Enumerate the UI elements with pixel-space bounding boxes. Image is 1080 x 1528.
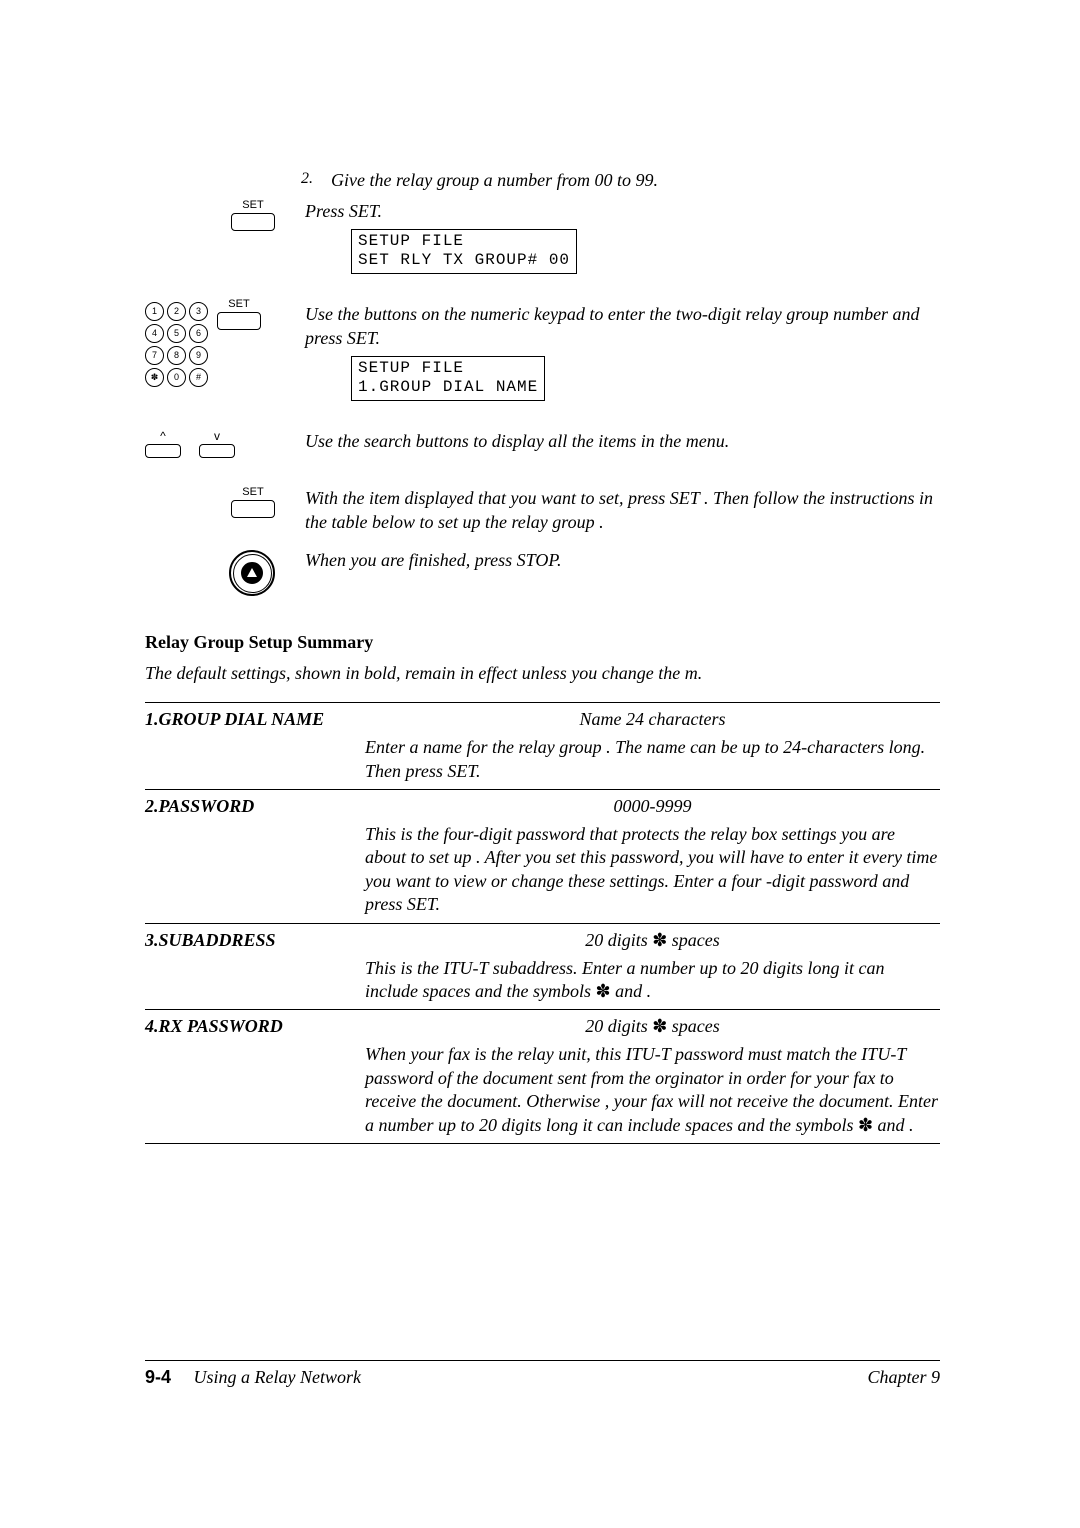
setup-table: 1.GROUP DIAL NAME Name 24 characters Ent… xyxy=(145,702,940,1144)
button-shape xyxy=(217,312,261,330)
row-stop: When you are finished, press STOP. xyxy=(145,548,940,596)
row-press-set: SET Press SET. SETUP FILE SET RLY TX GRO… xyxy=(145,199,940,288)
keypad-key: 2 xyxy=(167,302,186,321)
table-row: 1.GROUP DIAL NAME Name 24 characters Ent… xyxy=(145,702,940,789)
row-desc: This is the ITU-T subaddress. Enter a nu… xyxy=(365,957,940,1004)
row-keypad: 1 2 3 4 5 6 7 8 9 ✽ 0 # SET Use the butt… xyxy=(145,302,940,415)
down-label: v xyxy=(199,429,235,443)
keypad-key: 9 xyxy=(189,346,208,365)
row-label: 2.PASSWORD xyxy=(145,796,365,917)
button-shape xyxy=(231,213,275,231)
lcd-line: SETUP FILE xyxy=(358,232,570,251)
step-text: Give the relay group a number from 00 to… xyxy=(331,170,658,191)
lcd-line: SET RLY TX GROUP# 00 xyxy=(358,251,570,270)
row-header: Name 24 characters xyxy=(365,709,940,730)
keypad-key: 0 xyxy=(167,368,186,387)
press-set-text: Press SET. xyxy=(305,199,940,223)
summary-heading: Relay Group Setup Summary xyxy=(145,632,940,653)
keypad-key: ✽ xyxy=(145,368,164,387)
table-row: 2.PASSWORD 0000-9999 This is the four-di… xyxy=(145,789,940,923)
default-note: The default settings, shown in bold, rem… xyxy=(145,663,940,684)
stop-button-icon xyxy=(229,550,275,596)
row-header: 20 digits ✽ spaces xyxy=(365,930,940,951)
lcd-display-1: SETUP FILE SET RLY TX GROUP# 00 xyxy=(351,229,577,273)
page-number: 9-4 xyxy=(145,1367,171,1387)
set-label: SET xyxy=(217,298,261,310)
footer-title: Using a Relay Network xyxy=(194,1367,361,1387)
keypad-key: # xyxy=(189,368,208,387)
row-label: 4.RX PASSWORD xyxy=(145,1016,365,1137)
keypad-key: 1 xyxy=(145,302,164,321)
set-label: SET xyxy=(231,486,275,498)
row-header: 20 digits ✽ spaces xyxy=(365,1016,940,1037)
keypad-key: 7 xyxy=(145,346,164,365)
up-button: ^ xyxy=(145,429,181,458)
up-label: ^ xyxy=(145,429,181,443)
lcd-line: 1.GROUP DIAL NAME xyxy=(358,378,538,397)
set-button-icon: SET xyxy=(217,298,261,330)
stop-inner-icon xyxy=(241,562,263,584)
lcd-display-2: SETUP FILE 1.GROUP DIAL NAME xyxy=(351,356,545,400)
keypad-key: 8 xyxy=(167,346,186,365)
table-row: 3.SUBADDRESS 20 digits ✽ spaces This is … xyxy=(145,923,940,1010)
search-buttons-icon: ^ v xyxy=(145,429,235,458)
step-number: 2. xyxy=(301,170,331,188)
down-button: v xyxy=(199,429,235,458)
keypad-key: 4 xyxy=(145,324,164,343)
row-label: 3.SUBADDRESS xyxy=(145,930,365,1004)
keypad-text: Use the buttons on the numeric keypad to… xyxy=(305,302,940,351)
button-shape xyxy=(231,500,275,518)
set-label: SET xyxy=(231,199,275,211)
row-header: 0000-9999 xyxy=(365,796,940,817)
keypad-key: 5 xyxy=(167,324,186,343)
set-button-icon: SET xyxy=(231,199,275,231)
row-desc: When your fax is the relay unit, this IT… xyxy=(365,1043,940,1137)
row-label: 1.GROUP DIAL NAME xyxy=(145,709,365,783)
row-desc: Enter a name for the relay group . The n… xyxy=(365,736,940,783)
numeric-keypad-icon: 1 2 3 4 5 6 7 8 9 ✽ 0 # xyxy=(145,302,209,388)
keypad-key: 3 xyxy=(189,302,208,321)
set-item-text: With the item displayed that you want to… xyxy=(305,486,940,535)
set-button-icon: SET xyxy=(231,486,275,518)
page-footer: 9-4 Using a Relay Network Chapter 9 xyxy=(145,1360,940,1388)
stop-text: When you are finished, press STOP. xyxy=(305,548,940,572)
lcd-line: SETUP FILE xyxy=(358,359,538,378)
table-row: 4.RX PASSWORD 20 digits ✽ spaces When yo… xyxy=(145,1009,940,1144)
button-shape xyxy=(199,444,235,458)
search-text: Use the search buttons to display all th… xyxy=(305,429,940,453)
button-shape xyxy=(145,444,181,458)
keypad-key: 6 xyxy=(189,324,208,343)
row-search: ^ v Use the search buttons to display al… xyxy=(145,429,940,458)
row-desc: This is the four-digit password that pro… xyxy=(365,823,940,917)
step-2: 2. Give the relay group a number from 00… xyxy=(145,170,940,191)
row-set-item: SET With the item displayed that you wan… xyxy=(145,486,940,535)
chapter-label: Chapter 9 xyxy=(867,1367,940,1388)
